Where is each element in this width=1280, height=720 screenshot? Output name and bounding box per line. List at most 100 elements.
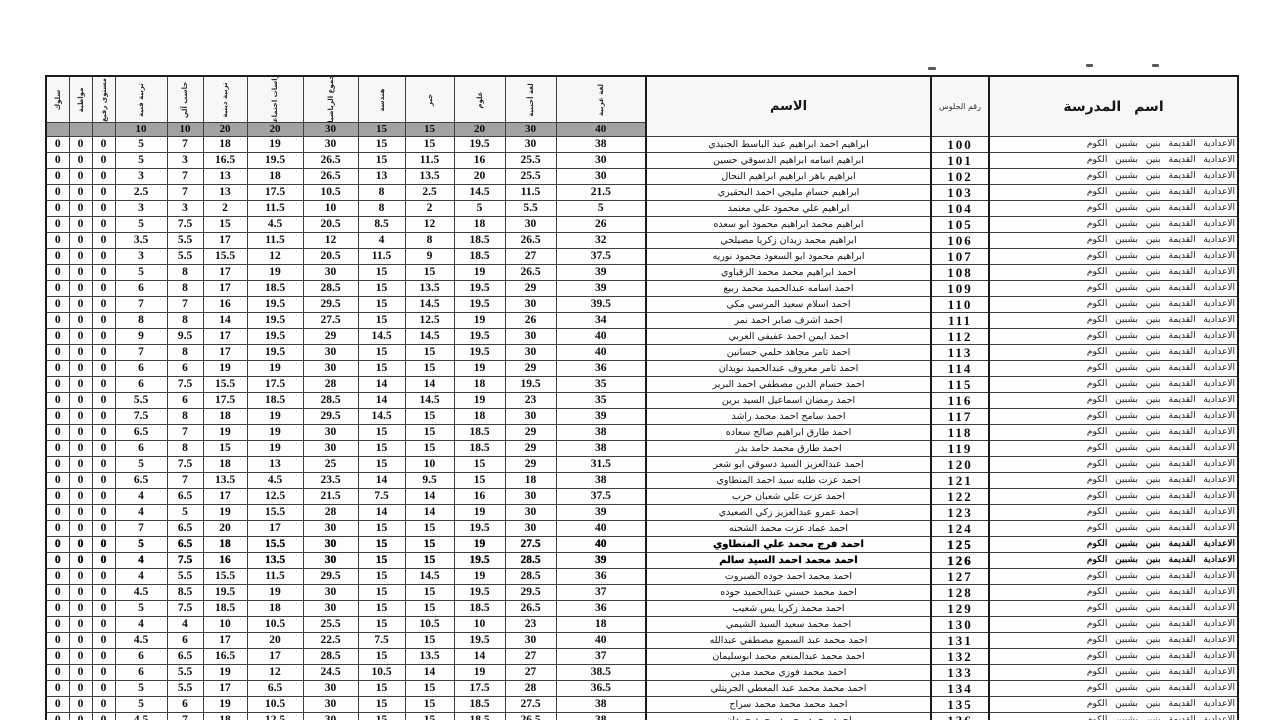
score-cell: 0 xyxy=(45,280,70,297)
score-cell: 19 xyxy=(246,360,304,377)
student-name: احمد اسامه عبدالحميد محمد ربيع xyxy=(645,280,932,297)
score-cell: 5 xyxy=(453,200,506,217)
score-cell: 0 xyxy=(68,536,93,553)
score-cell: 16 xyxy=(453,488,506,505)
score-cell: 19 xyxy=(453,360,506,377)
score-cell: 7.5 xyxy=(357,632,406,649)
student-name: احمد طارق ابراهيم صالح سعاده xyxy=(645,424,932,441)
score-cell: 15 xyxy=(357,536,406,553)
score-cell: 3 xyxy=(114,200,168,217)
score-cell: 15 xyxy=(357,648,406,665)
score-cell: 17 xyxy=(202,232,248,249)
score-cell: 0 xyxy=(45,376,70,393)
score-cell: 17 xyxy=(246,648,304,665)
seat-number: 118 xyxy=(930,424,990,441)
score-cell: 18 xyxy=(202,136,248,153)
student-name: احمد فرج محمد علي المنطاوي xyxy=(645,536,932,553)
score-cell: 30 xyxy=(302,136,359,153)
score-cell: 30 xyxy=(555,168,647,185)
score-cell: 19 xyxy=(453,504,506,521)
score-cell: 39 xyxy=(555,504,647,521)
score-cell: 0 xyxy=(91,232,116,249)
student-name: احمد عزت طلبه سيد احمد المنطاوي xyxy=(645,472,932,489)
seat-number-column-header: رقم الجلوس xyxy=(930,75,990,137)
subject-label: تربية دينية xyxy=(221,81,229,118)
score-cell: 25 xyxy=(302,456,359,473)
score-cell: 19 xyxy=(453,664,506,681)
score-cell: 5 xyxy=(114,216,168,233)
student-name: احمد محمد احمد جوده الصبروت xyxy=(645,568,932,585)
score-cell: 11.5 xyxy=(504,184,557,201)
max-mark-cell: 20 xyxy=(453,122,506,137)
score-cell: 5.5 xyxy=(166,248,204,265)
score-cell: 15 xyxy=(357,600,406,617)
seat-number: 111 xyxy=(930,312,990,329)
score-cell: 30 xyxy=(504,344,557,361)
score-cell: 15 xyxy=(357,456,406,473)
seat-number: 106 xyxy=(930,232,990,249)
score-cell: 15 xyxy=(453,456,506,473)
score-cell: 19 xyxy=(202,664,248,681)
score-cell: 17 xyxy=(202,280,248,297)
score-cell: 15 xyxy=(404,632,455,649)
score-cell: 30 xyxy=(302,584,359,601)
score-cell: 2 xyxy=(202,200,248,217)
score-cell: 0 xyxy=(68,600,93,617)
score-cell: 20 xyxy=(453,168,506,185)
score-cell: 8 xyxy=(166,312,204,329)
school-name: الاعدادية القديمة بنين بشبين الكوم xyxy=(988,424,1239,441)
score-cell: 17.5 xyxy=(453,680,506,697)
score-cell: 15 xyxy=(357,264,406,281)
score-cell: 5.5 xyxy=(166,680,204,697)
score-cell: 23 xyxy=(504,392,557,409)
score-cell: 18.5 xyxy=(453,600,506,617)
score-cell: 7.5 xyxy=(357,488,406,505)
score-cell: 5 xyxy=(166,504,204,521)
score-cell: 0 xyxy=(91,488,116,505)
score-cell: 0 xyxy=(68,280,93,297)
score-cell: 0 xyxy=(68,712,93,720)
score-cell: 25.5 xyxy=(504,168,557,185)
school-name: الاعدادية القديمة بنين بشبين الكوم xyxy=(988,376,1239,393)
seat-number: 130 xyxy=(930,616,990,633)
student-name: ابراهيم اسامه ابراهيم الدسوقي حسين xyxy=(645,152,932,169)
score-cell: 14 xyxy=(453,648,506,665)
score-cell: 8 xyxy=(166,264,204,281)
score-cell: 27.5 xyxy=(504,536,557,553)
subject-header-cell: مستوى رفيع xyxy=(91,75,116,123)
score-cell: 27 xyxy=(504,648,557,665)
score-cell: 7 xyxy=(166,296,204,313)
score-cell: 19.5 xyxy=(504,376,557,393)
score-cell: 0 xyxy=(45,504,70,521)
score-cell: 8 xyxy=(357,184,406,201)
score-cell: 27.5 xyxy=(504,696,557,713)
score-cell: 5 xyxy=(114,600,168,617)
score-cell: 30 xyxy=(504,296,557,313)
max-mark-cell: 30 xyxy=(504,122,557,137)
score-cell: 38.5 xyxy=(555,664,647,681)
score-cell: 0 xyxy=(91,280,116,297)
score-cell: 15.5 xyxy=(202,376,248,393)
score-cell: 0 xyxy=(68,152,93,169)
score-cell: 20 xyxy=(246,632,304,649)
table-row: 0 0 0 7 8 17 19.5 30 15 15 19.5 30 40 احمد ثامر مجاهد… xyxy=(45,344,1239,361)
score-cell: 0 xyxy=(68,632,93,649)
score-cell: 0 xyxy=(45,584,70,601)
score-cell: 0 xyxy=(45,136,70,153)
student-name: احمد محمد سعيد السيد الشيمي xyxy=(645,616,932,633)
score-cell: 15 xyxy=(357,584,406,601)
score-cell: 7.5 xyxy=(166,600,204,617)
subject-label: مستوى رفيع xyxy=(99,77,108,122)
score-cell: 30 xyxy=(504,488,557,505)
max-mark-cell: 20 xyxy=(202,122,248,137)
score-cell: 14.5 xyxy=(404,568,455,585)
score-cell: 30 xyxy=(555,152,647,169)
student-name: ابراهيم باهر ابراهيم ابراهيم النحال xyxy=(645,168,932,185)
score-cell: 0 xyxy=(91,184,116,201)
student-name: احمد سامح احمد محمد راشد xyxy=(645,408,932,425)
score-cell: 0 xyxy=(91,152,116,169)
score-cell: 19.5 xyxy=(453,632,506,649)
score-cell: 30 xyxy=(504,408,557,425)
score-cell: 4.5 xyxy=(114,712,168,720)
score-cell: 6.5 xyxy=(166,648,204,665)
